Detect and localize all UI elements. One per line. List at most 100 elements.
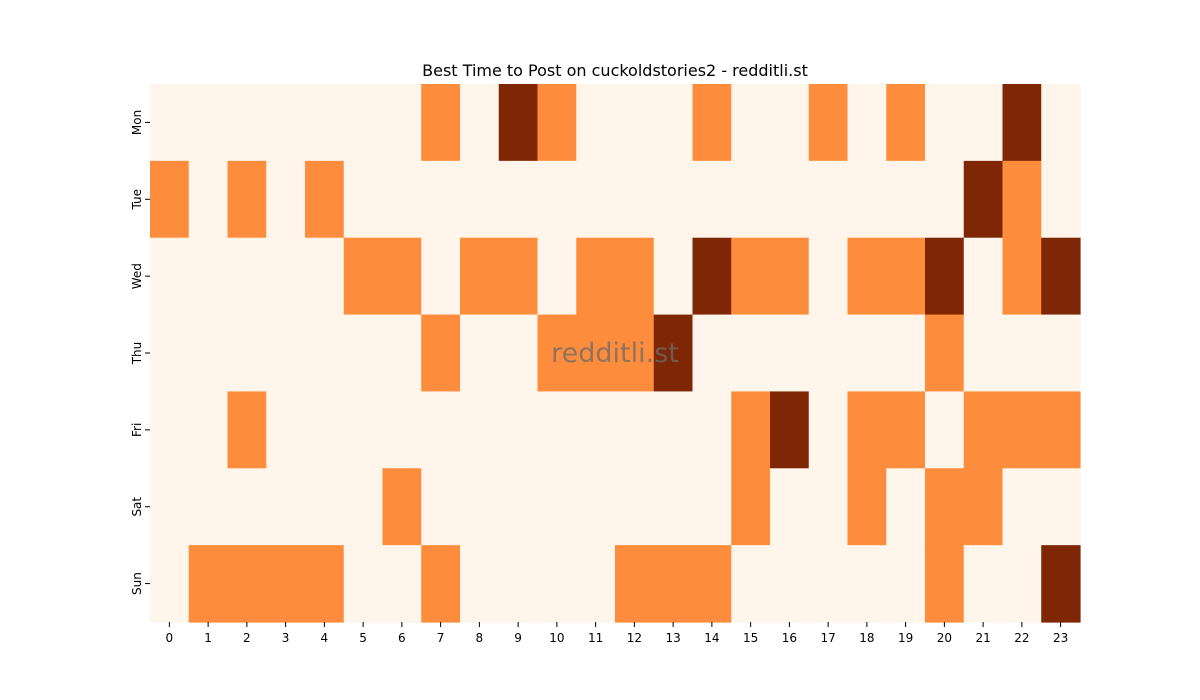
heatmap-cell <box>421 314 461 393</box>
heatmap-cell <box>150 391 190 469</box>
heatmap-cell <box>227 84 267 162</box>
heatmap-cell <box>498 468 539 546</box>
heatmap-cell <box>847 391 887 469</box>
y-axis: Mon Tue Wed Thu Fri Sat Sun <box>130 110 150 595</box>
heatmap-cell <box>963 237 1004 316</box>
heatmap-cell <box>1002 391 1042 469</box>
heatmap-cell <box>1002 468 1042 546</box>
heatmap-cell <box>421 391 461 469</box>
x-tick-label: 18 <box>859 631 874 645</box>
heatmap-cell <box>576 545 616 623</box>
x-tick-label: 9 <box>514 631 522 645</box>
y-tick-label: Thu <box>130 342 144 366</box>
heatmap-cell <box>498 391 539 469</box>
heatmap-cell <box>692 545 732 623</box>
x-tick-label: 13 <box>665 631 680 645</box>
heatmap-cell <box>963 160 1004 239</box>
heatmap-cell <box>847 468 887 546</box>
heatmap-cell <box>150 160 190 239</box>
heatmap-cell <box>150 314 190 393</box>
heatmap-cell <box>1002 237 1042 316</box>
heatmap-cell <box>770 314 810 393</box>
heatmap-cell <box>421 237 461 316</box>
heatmap-cell <box>847 314 887 393</box>
heatmap-cells <box>150 84 1081 623</box>
heatmap-cell <box>963 545 1004 623</box>
heatmap-cell <box>576 237 616 316</box>
y-tick-label: Sun <box>130 572 144 595</box>
heatmap-cell <box>808 160 849 239</box>
x-tick-label: 14 <box>704 631 719 645</box>
heatmap-cell <box>188 391 229 469</box>
heatmap-cell <box>227 237 267 316</box>
x-tick-label: 5 <box>359 631 367 645</box>
heatmap-cell <box>731 391 771 469</box>
heatmap-cell <box>305 391 345 469</box>
heatmap-cell <box>770 237 810 316</box>
heatmap-cell <box>615 314 655 393</box>
heatmap-cell <box>770 545 810 623</box>
heatmap-cell <box>615 84 655 162</box>
heatmap-cell <box>653 391 694 469</box>
heatmap-cell <box>963 468 1004 546</box>
x-tick-label: 20 <box>937 631 952 645</box>
heatmap-cell <box>266 391 306 469</box>
heatmap-cell <box>382 468 422 546</box>
heatmap-cell <box>150 468 190 546</box>
heatmap-cell <box>1041 391 1081 469</box>
heatmap-cell <box>1002 160 1042 239</box>
y-tick-label: Tue <box>130 189 144 211</box>
heatmap-cell <box>460 391 500 469</box>
heatmap-cell <box>305 160 345 239</box>
heatmap-cell <box>1041 314 1081 393</box>
heatmap-cell <box>576 468 616 546</box>
heatmap-cell <box>731 237 771 316</box>
heatmap-cell <box>188 160 229 239</box>
x-tick-label: 3 <box>282 631 290 645</box>
heatmap-cell <box>227 314 267 393</box>
heatmap-cell <box>615 391 655 469</box>
heatmap-cell <box>421 468 461 546</box>
heatmap-cell <box>847 545 887 623</box>
heatmap-cell <box>460 84 500 162</box>
x-tick-label: 17 <box>820 631 835 645</box>
heatmap-cell <box>808 314 849 393</box>
heatmap-cell <box>421 545 461 623</box>
heatmap-cell <box>537 237 577 316</box>
x-tick-label: 15 <box>743 631 758 645</box>
heatmap-cell <box>537 545 577 623</box>
heatmap-cell <box>1002 545 1042 623</box>
heatmap-cell <box>150 237 190 316</box>
heatmap-cell <box>653 468 694 546</box>
heatmap-cell <box>925 545 965 623</box>
heatmap-cell <box>343 160 384 239</box>
heatmap-cell <box>925 468 965 546</box>
heatmap-cell <box>460 545 500 623</box>
heatmap-cell <box>227 545 267 623</box>
heatmap-cell <box>1041 545 1081 623</box>
heatmap-cell <box>692 391 732 469</box>
heatmap-cell <box>382 314 422 393</box>
heatmap-cell <box>227 160 267 239</box>
heatmap-cell <box>808 391 849 469</box>
heatmap-cell <box>150 84 190 162</box>
heatmap-cell <box>925 237 965 316</box>
heatmap-cell <box>460 468 500 546</box>
heatmap-cell <box>615 160 655 239</box>
heatmap-cell <box>1041 468 1081 546</box>
heatmap-cell <box>382 237 422 316</box>
heatmap-cell <box>1041 237 1081 316</box>
heatmap-cell <box>770 468 810 546</box>
heatmap-cell <box>925 84 965 162</box>
heatmap-cell <box>847 160 887 239</box>
heatmap-cell <box>1041 160 1081 239</box>
heatmap-cell <box>925 391 965 469</box>
heatmap-cell <box>498 84 539 162</box>
heatmap-cell <box>576 160 616 239</box>
y-tick-label: Wed <box>130 263 144 289</box>
heatmap-cell <box>808 468 849 546</box>
heatmap-cell <box>808 84 849 162</box>
heatmap-cell <box>770 391 810 469</box>
heatmap-cell <box>886 237 926 316</box>
heatmap-cell <box>460 160 500 239</box>
